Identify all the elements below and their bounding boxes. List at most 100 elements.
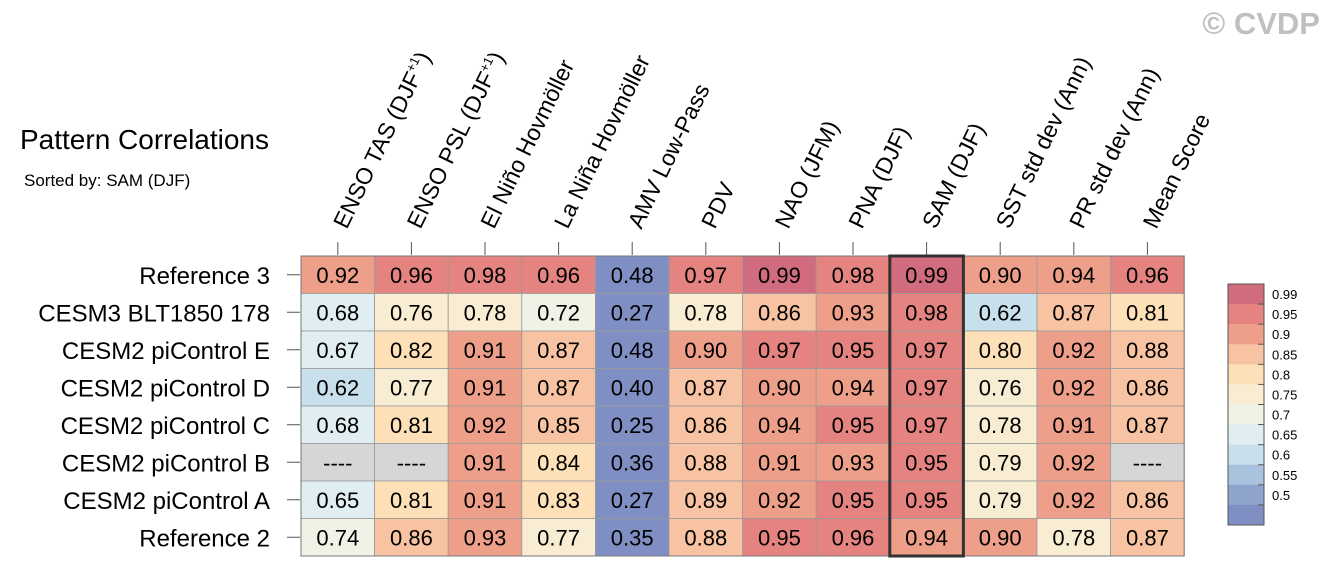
colorbar-swatch bbox=[1228, 504, 1264, 526]
colorbar-tick-label: 0.95 bbox=[1272, 307, 1297, 322]
row-label-cesm2-picontrol-e: CESM2 piControl E bbox=[62, 338, 270, 365]
cell-value-label: 0.89 bbox=[684, 488, 727, 513]
cell-value-label: 0.87 bbox=[1052, 300, 1095, 325]
colorbar-swatch bbox=[1228, 384, 1264, 405]
heatmap-cell bbox=[889, 255, 964, 294]
cell-value-label: 0.94 bbox=[905, 525, 948, 550]
heatmap-cell bbox=[668, 480, 743, 519]
heatmap-cell bbox=[1110, 480, 1185, 519]
watermark-logo: © CVDP bbox=[1202, 6, 1320, 41]
heatmap-cell bbox=[595, 405, 670, 444]
cell-value-label: 0.40 bbox=[611, 375, 654, 400]
colorbar-swatch bbox=[1228, 464, 1264, 486]
heatmap-cell bbox=[521, 518, 596, 557]
cell-value-label: 0.95 bbox=[832, 338, 875, 363]
column-header-pdv: PDV bbox=[696, 178, 740, 232]
heatmap-cell bbox=[300, 480, 375, 519]
heatmap-cell bbox=[889, 480, 964, 519]
heatmap-cell bbox=[300, 518, 375, 557]
row-label-cesm2-picontrol-b: CESM2 piControl B bbox=[62, 450, 270, 477]
heatmap-cell bbox=[742, 405, 817, 444]
cell-value-label: 0.95 bbox=[832, 413, 875, 438]
colorbar-swatch bbox=[1228, 324, 1264, 345]
heatmap-cell bbox=[963, 255, 1038, 294]
cell-value-label: 0.79 bbox=[979, 488, 1022, 513]
cell-value-label: 0.92 bbox=[1052, 338, 1095, 363]
heatmap-cell bbox=[1036, 480, 1111, 519]
cell-value-label: 0.83 bbox=[537, 488, 580, 513]
heatmap-cell bbox=[447, 405, 523, 444]
heatmap-cell bbox=[889, 443, 964, 482]
cell-value-label: 0.98 bbox=[832, 263, 875, 288]
heatmap-cell bbox=[1036, 330, 1111, 369]
cell-value-label: 0.79 bbox=[979, 450, 1022, 475]
column-header-mean-score: Mean Score bbox=[1138, 109, 1216, 232]
heatmap-cell bbox=[963, 480, 1038, 519]
heatmap-cell bbox=[742, 368, 817, 407]
colorbar-tick-label: 0.99 bbox=[1272, 287, 1297, 302]
cell-value-label: 0.96 bbox=[537, 263, 580, 288]
cell-value-label: 0.88 bbox=[684, 525, 727, 550]
cell-value-label: 0.87 bbox=[537, 375, 580, 400]
cell-value-label: 0.96 bbox=[832, 525, 875, 550]
heatmap-cell bbox=[668, 330, 743, 369]
cell-value-label: 0.86 bbox=[758, 300, 801, 325]
heatmap-cell bbox=[1036, 368, 1111, 407]
cell-value-label: 0.86 bbox=[1126, 488, 1169, 513]
cell-value-label: 0.92 bbox=[758, 488, 801, 513]
heatmap-cell bbox=[521, 405, 596, 444]
colorbar-tick-label: 0.9 bbox=[1272, 327, 1290, 342]
cell-value-label: 0.90 bbox=[979, 263, 1022, 288]
cell-value-label: 0.91 bbox=[464, 338, 507, 363]
heatmap-cell bbox=[447, 480, 523, 519]
heatmap-cell bbox=[742, 480, 817, 519]
colorbar-swatch bbox=[1228, 444, 1264, 466]
heatmap-cell bbox=[447, 518, 523, 557]
cell-value-label: 0.48 bbox=[611, 263, 654, 288]
cell-value-label: 0.86 bbox=[1126, 375, 1169, 400]
cell-value-label: 0.96 bbox=[1126, 263, 1169, 288]
heatmap-cell bbox=[374, 480, 449, 519]
cell-value-label: 0.82 bbox=[390, 338, 433, 363]
heatmap-cell bbox=[889, 405, 964, 444]
colorbar-tick-label: 0.8 bbox=[1272, 367, 1290, 382]
cell-value-label: 0.92 bbox=[1052, 450, 1095, 475]
colorbar-tick-label: 0.85 bbox=[1272, 347, 1297, 362]
cell-value-label: 0.27 bbox=[611, 488, 654, 513]
cell-value-label: 0.91 bbox=[464, 375, 507, 400]
heatmap-cell bbox=[889, 518, 964, 557]
cell-value-label: 0.48 bbox=[611, 338, 654, 363]
cell-value-label: 0.67 bbox=[316, 338, 359, 363]
colorbar-tick-label: 0.75 bbox=[1272, 387, 1297, 402]
heatmap-cell bbox=[595, 443, 670, 482]
heatmap-cell bbox=[300, 405, 375, 444]
row-label-cesm3-blt1850-178: CESM3 BLT1850 178 bbox=[38, 300, 270, 327]
heatmap-cell bbox=[668, 443, 743, 482]
cell-value-label: 0.97 bbox=[905, 375, 948, 400]
cell-value-label: 0.65 bbox=[316, 488, 359, 513]
heatmap-cell bbox=[668, 518, 743, 557]
cell-value-label: 0.97 bbox=[905, 413, 948, 438]
heatmap-cell bbox=[447, 330, 523, 369]
heatmap-cell bbox=[300, 330, 375, 369]
heatmap-cell bbox=[668, 293, 743, 332]
heatmap-cell bbox=[374, 368, 449, 407]
heatmap-cell bbox=[374, 255, 449, 294]
cell-value-label: 0.90 bbox=[979, 525, 1022, 550]
cell-value-label: 0.84 bbox=[537, 450, 580, 475]
column-headers: ENSO TAS (DJF+1)ENSO PSL (DJF+1)El Niño … bbox=[328, 47, 1215, 255]
colorbar-legend: 0.99 0.95 0.9 0.85 0.8 0.75 0.7 0.65 0.6 0.55 0.5 bbox=[1227, 283, 1297, 526]
heatmap-cell bbox=[815, 480, 891, 519]
highlighted-column-box bbox=[888, 254, 965, 558]
heatmap-cell bbox=[815, 255, 891, 294]
colorbar-swatch bbox=[1228, 364, 1264, 385]
heatmap-cell bbox=[1036, 405, 1111, 444]
heatmap-cell bbox=[374, 443, 449, 482]
colorbar-tick-label: 0.55 bbox=[1272, 468, 1297, 483]
cell-value-label: 0.68 bbox=[316, 300, 359, 325]
heatmap-cell bbox=[374, 518, 449, 557]
cell-value-label: 0.76 bbox=[979, 375, 1022, 400]
heatmap-cell bbox=[1110, 368, 1185, 407]
cell-value-label: 0.86 bbox=[390, 525, 433, 550]
